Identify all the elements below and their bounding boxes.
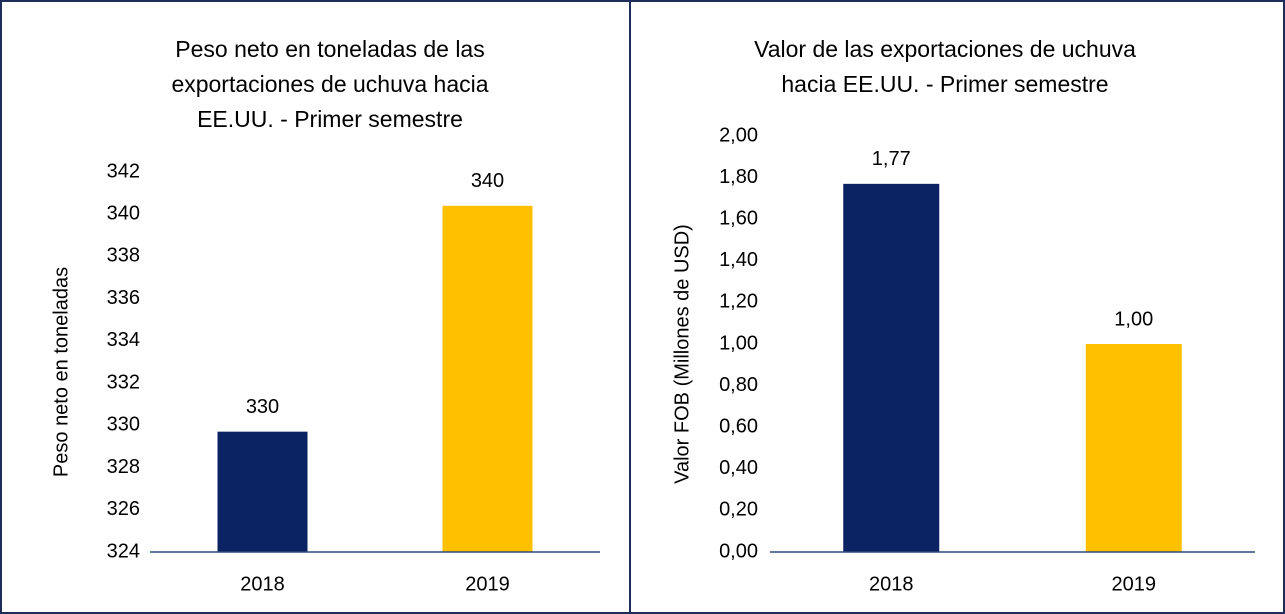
chart-title: Valor de las exportaciones de uchuva hac… bbox=[754, 36, 1136, 97]
y-axis-title: Peso neto en toneladas bbox=[50, 267, 72, 477]
y-tick-label: 0,00 bbox=[719, 540, 758, 562]
y-tick-label: 1,20 bbox=[719, 291, 758, 313]
data-label: 340 bbox=[471, 170, 504, 192]
bar bbox=[217, 431, 308, 552]
y-tick-label: 328 bbox=[107, 456, 140, 478]
y-tick-label: 342 bbox=[107, 160, 140, 182]
data-label: 1,00 bbox=[1114, 308, 1153, 330]
chart-title: Peso neto en toneladas de las exportacio… bbox=[171, 36, 489, 132]
y-tick-label: 338 bbox=[107, 245, 140, 267]
y-tick-label: 340 bbox=[107, 203, 140, 225]
y-tick-label: 1,60 bbox=[719, 207, 758, 229]
bar bbox=[442, 205, 533, 552]
y-axis-title: Valor FOB (Millones de USD) bbox=[671, 224, 693, 484]
y-tick-label: 0,80 bbox=[719, 374, 758, 396]
y-tick-label: 1,40 bbox=[719, 249, 758, 271]
y-tick-label: 334 bbox=[107, 329, 140, 351]
y-tick-label: 0,20 bbox=[719, 499, 758, 521]
y-tick-label: 336 bbox=[107, 287, 140, 309]
y-tick-label: 330 bbox=[107, 414, 140, 436]
y-tick-label: 0,60 bbox=[719, 415, 758, 437]
y-tick-label: 332 bbox=[107, 371, 140, 393]
y-tick-label: 1,00 bbox=[719, 332, 758, 354]
bar bbox=[1085, 344, 1182, 552]
y-tick-label: 2,00 bbox=[719, 124, 758, 146]
y-tick-label: 0,40 bbox=[719, 457, 758, 479]
data-label: 330 bbox=[246, 396, 279, 418]
bar bbox=[843, 183, 940, 552]
y-tick-label: 1,80 bbox=[719, 166, 758, 188]
y-tick-label: 324 bbox=[107, 540, 140, 562]
x-tick-label: 2018 bbox=[869, 573, 914, 595]
data-label: 1,77 bbox=[872, 148, 911, 170]
x-tick-label: 2019 bbox=[1112, 573, 1157, 595]
x-tick-label: 2018 bbox=[240, 573, 285, 595]
y-tick-label: 326 bbox=[107, 498, 140, 520]
x-tick-label: 2019 bbox=[465, 573, 510, 595]
